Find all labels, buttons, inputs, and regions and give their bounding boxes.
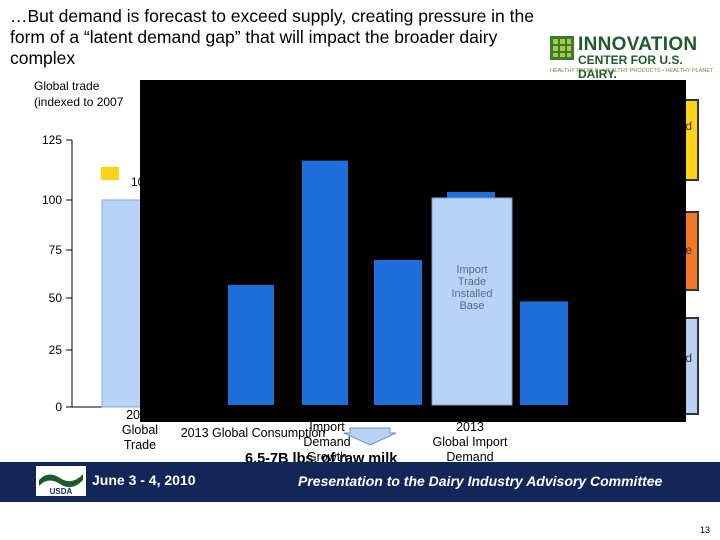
x-label-import-demand-growth: Import Demand Growth xyxy=(272,420,382,465)
legend-text: 10 xyxy=(131,175,145,189)
usda-logo: USDA xyxy=(36,466,86,496)
x-label-line: Demand xyxy=(303,435,351,449)
x-label-line: Demand xyxy=(446,450,494,464)
logo-name-line2: CENTER FOR U.S. DAIRY. xyxy=(578,53,683,81)
y-tick-label: 75 xyxy=(48,243,62,257)
x-label-line: Import xyxy=(309,420,345,434)
bar-cap-dark xyxy=(447,191,495,202)
y-tick-label: 0 xyxy=(55,400,62,414)
usda-text: USDA xyxy=(50,487,73,496)
x-label-2007-global-trade: 2007 Global Trade xyxy=(105,408,175,453)
x-label-2013-global-consumption: 2013 Global Consumption xyxy=(158,426,348,441)
y-tick-label: 50 xyxy=(48,291,62,305)
y-tick-label: 100 xyxy=(41,193,62,207)
footer-presentation-title: Presentation to the Dairy Industry Advis… xyxy=(298,473,663,489)
bar-inner-label: Trade xyxy=(458,276,486,288)
footer-date: June 3 - 4, 2010 xyxy=(92,472,196,488)
bar-overlay-3 xyxy=(374,260,422,405)
logo-tagline: HEALTHY PEOPLE • HEALTHY PRODUCTS • HEAL… xyxy=(550,68,714,74)
bar-inner-label: Import xyxy=(456,264,487,276)
footer-bar xyxy=(0,462,720,502)
x-label-line: Growth xyxy=(306,450,348,464)
side-box-label: d xyxy=(685,119,692,133)
y-tick-label: 25 xyxy=(48,343,62,357)
y-tick-label: 125 xyxy=(41,133,62,147)
innovation-center-logo: INNOVATION CENTER FOR U.S. DAIRY. HEALTH… xyxy=(550,32,713,81)
slide-title: …But demand is forecast to exceed supply… xyxy=(10,6,534,68)
bar-overlay-5 xyxy=(520,301,568,405)
x-label-line: Global xyxy=(121,423,159,437)
slide-number: 13 xyxy=(699,525,710,535)
bar-import-trade-installed-base xyxy=(431,197,513,406)
side-box-label: e xyxy=(685,243,692,257)
logo-name-line1: INNOVATION xyxy=(578,34,698,55)
bar-overlay-2 xyxy=(302,160,348,405)
x-label-line: 2007 xyxy=(126,408,154,422)
bar-overlay-1 xyxy=(228,284,274,405)
x-label-line: 2013 Global Consumption xyxy=(180,426,326,440)
x-label-line: Global Import xyxy=(432,435,508,449)
bar-inner-label: Installed xyxy=(452,288,493,300)
logo-grid-icon xyxy=(550,36,574,60)
down-arrow-icon xyxy=(343,427,397,446)
y-axis-label: Global trade (indexed to 2007 xyxy=(34,79,124,109)
bar-inner-label: Base xyxy=(459,300,484,312)
legend-swatch xyxy=(101,167,119,180)
x-label-line: Trade xyxy=(123,438,157,452)
side-box-label: d xyxy=(685,351,692,365)
x-label-line: 2013 xyxy=(456,420,484,434)
x-label-2013-global-import-demand: 2013 Global Import Demand xyxy=(420,420,520,465)
